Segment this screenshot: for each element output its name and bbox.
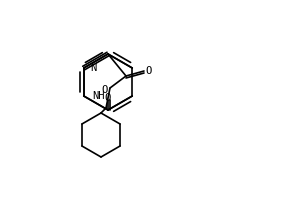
Text: O: O: [146, 66, 152, 76]
Text: N: N: [90, 63, 96, 73]
Text: O: O: [102, 85, 108, 95]
Text: O: O: [105, 93, 111, 103]
Text: NH: NH: [92, 91, 104, 101]
